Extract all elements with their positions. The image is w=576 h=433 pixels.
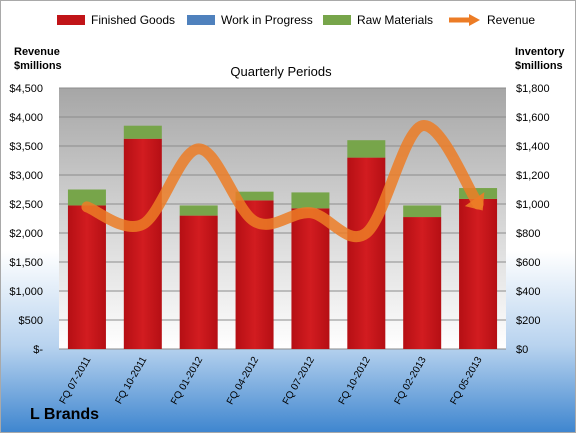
bar-finished-goods <box>67 205 106 349</box>
left-tick-label: $2,000 <box>9 228 43 240</box>
bar-raw-materials <box>291 192 330 209</box>
left-axis-title: Revenue $millions <box>14 45 62 73</box>
bar-finished-goods <box>347 157 386 349</box>
bar-finished-goods <box>291 208 330 349</box>
right-tick-label: $1,000 <box>516 199 550 211</box>
right-tick-label: $1,600 <box>516 112 550 124</box>
right-tick-label: $1,800 <box>516 83 550 95</box>
left-tick-label: $4,500 <box>9 83 43 95</box>
legend-item-raw-materials: Raw Materials <box>323 13 433 27</box>
legend-swatch-raw-materials <box>323 15 351 25</box>
bar-raw-materials <box>67 189 106 206</box>
left-tick-label: $3,500 <box>9 141 43 153</box>
bar-raw-materials <box>235 191 274 201</box>
left-tick-label: $500 <box>19 315 43 327</box>
left-tick-label: $3,000 <box>9 170 43 182</box>
right-axis-title: Inventory $millions <box>515 45 565 73</box>
legend-arrow-icon <box>449 14 480 26</box>
x-tick-label: FQ 07-2012 <box>281 355 317 407</box>
legend-label-finished-goods: Finished Goods <box>91 13 176 27</box>
right-tick-label: $800 <box>516 228 540 240</box>
bar-finished-goods <box>179 215 218 349</box>
x-tick-label: FQ 07-2011 <box>58 355 94 406</box>
x-tick-label: FQ 05-2013 <box>448 355 484 407</box>
right-tick-label: $1,400 <box>516 141 550 153</box>
bar-raw-materials <box>179 205 218 216</box>
left-tick-label: $1,000 <box>9 286 43 298</box>
right-axis-title-line2: $millions <box>515 60 563 72</box>
bar-finished-goods <box>403 217 442 349</box>
x-tick-label: FQ 10-2011 <box>114 355 150 406</box>
legend-item-revenue: Revenue <box>447 13 535 27</box>
legend-item-work-in-progress: Work in Progress <box>187 13 313 27</box>
legend: Finished Goods Work in Progress Raw Mate… <box>1 13 575 31</box>
revenue-arrowhead <box>464 192 485 211</box>
legend-label-revenue: Revenue <box>487 13 536 27</box>
legend-swatch-finished-goods <box>57 15 85 25</box>
left-axis-title-line2: $millions <box>14 60 62 72</box>
left-axis-title-line1: Revenue <box>14 46 60 58</box>
right-tick-label: $400 <box>516 286 540 298</box>
legend-label-raw-materials: Raw Materials <box>357 13 434 27</box>
bar-raw-materials <box>347 140 386 158</box>
legend-item-finished-goods: Finished Goods <box>57 13 175 27</box>
bar-raw-materials <box>403 205 442 218</box>
right-tick-label: $200 <box>516 315 540 327</box>
bar-raw-materials <box>123 125 162 139</box>
left-tick-label: $2,500 <box>9 199 43 211</box>
right-tick-label: $0 <box>516 344 528 356</box>
revenue-line <box>81 120 484 243</box>
right-axis-title-line1: Inventory <box>515 46 565 58</box>
x-tick-label: FQ 02-2013 <box>393 355 429 407</box>
x-tick-label: FQ 01-2012 <box>169 355 205 407</box>
left-tick-label: $1,500 <box>9 257 43 269</box>
x-tick-label: FQ 04-2012 <box>225 355 261 407</box>
left-tick-label: $- <box>33 344 43 356</box>
chart-title: Quarterly Periods <box>230 64 332 79</box>
right-tick-label: $1,200 <box>516 170 550 182</box>
bar-finished-goods <box>123 138 162 349</box>
left-tick-label: $4,000 <box>9 112 43 124</box>
legend-label-work-in-progress: Work in Progress <box>221 13 313 27</box>
bar-finished-goods <box>459 198 498 349</box>
x-tick-label: FQ 10-2012 <box>337 355 373 407</box>
brand-name: L Brands <box>30 406 100 423</box>
right-tick-label: $600 <box>516 257 540 269</box>
legend-swatch-work-in-progress <box>187 15 215 25</box>
